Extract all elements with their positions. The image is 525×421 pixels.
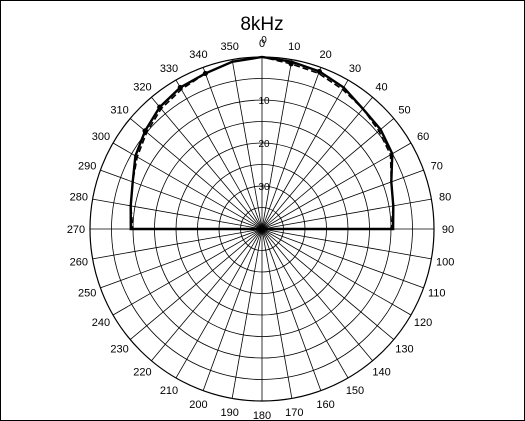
angle-tick-label: 80	[439, 192, 451, 204]
grid-spoke	[261, 67, 322, 230]
angle-tick-label: 120	[414, 317, 432, 329]
chart-title: 8kHz	[240, 14, 283, 35]
grid-spoke	[151, 96, 263, 230]
grid-spoke	[261, 228, 395, 340]
grid-spoke	[129, 228, 263, 340]
angle-tick-label: 250	[78, 288, 96, 300]
angle-tick-label: 180	[253, 410, 271, 421]
series-dashed-line	[129, 56, 395, 230]
data-point-marker	[177, 84, 183, 91]
angle-tick-label: 10	[288, 41, 300, 53]
grid-spoke	[261, 228, 424, 289]
angle-tick-label: 320	[133, 82, 151, 94]
grid-spoke	[261, 228, 412, 316]
series-layer	[129, 55, 395, 231]
angle-tick-label: 90	[442, 224, 454, 236]
angle-tick-label: 310	[110, 104, 128, 116]
angle-tick-label: 150	[346, 385, 364, 397]
grid-spoke	[261, 228, 432, 260]
grid-spoke	[261, 228, 293, 399]
angle-tick-label: 110	[428, 288, 446, 300]
angle-tick-label: 200	[189, 399, 207, 411]
grid-spoke	[261, 96, 373, 230]
grid-spoke	[261, 142, 412, 230]
angle-tick-label: 0	[259, 38, 265, 50]
grid-spoke	[261, 79, 349, 230]
angle-tick-label: 240	[92, 317, 110, 329]
grid-spoke	[261, 228, 322, 391]
angle-tick-label: 30	[349, 63, 361, 75]
angle-labels: 0 10 20 30 40 50 60 70 80 90 100 110 120 130 140 150 160…	[67, 38, 455, 421]
angle-tick-label: 300	[92, 131, 110, 143]
grid-spoke	[202, 67, 263, 230]
data-point-marker	[288, 61, 294, 67]
angle-tick-label: 20	[319, 49, 331, 61]
grid-spoke	[261, 118, 395, 230]
angle-tick-label: 60	[417, 131, 429, 143]
angle-tick-label: 280	[70, 192, 88, 204]
angle-tick-label: 50	[398, 104, 410, 116]
grid-spoke	[112, 228, 263, 316]
angle-tick-label: 350	[221, 41, 239, 53]
angle-tick-label: 220	[133, 366, 151, 378]
grid-spoke	[92, 228, 263, 260]
angle-tick-label: 340	[189, 49, 207, 61]
grid-spoke	[100, 169, 263, 230]
grid-spoke	[231, 59, 263, 230]
grid-spoke	[129, 118, 263, 230]
radial-tick-label: 20	[258, 139, 270, 150]
grid-spoke	[231, 228, 263, 399]
grid-spoke	[92, 198, 263, 230]
grid-spoke	[261, 198, 432, 230]
angle-tick-label: 70	[431, 160, 443, 172]
grid-spoke	[261, 59, 293, 230]
angle-tick-label: 290	[78, 160, 96, 172]
angle-tick-label: 260	[70, 256, 88, 268]
angle-tick-label: 330	[160, 63, 178, 75]
angle-tick-label: 190	[221, 407, 239, 419]
angle-tick-label: 270	[67, 224, 85, 236]
grid-spoke	[175, 228, 263, 379]
angle-tick-label: 160	[316, 399, 334, 411]
radial-tick-label: 30	[258, 182, 270, 193]
data-point-marker	[316, 68, 322, 75]
angle-tick-label: 100	[436, 256, 454, 268]
angle-tick-label: 130	[395, 344, 413, 356]
radial-tick-label: 0	[261, 35, 267, 46]
angle-tick-label: 40	[375, 82, 387, 94]
angle-tick-label: 230	[110, 344, 128, 356]
data-point-marker	[202, 70, 208, 77]
radial-labels: 0 10 20 30	[258, 35, 270, 193]
grid-spoke	[175, 79, 263, 230]
angle-tick-label: 170	[285, 407, 303, 419]
angle-tick-label: 210	[160, 385, 178, 397]
angle-tick-label: 140	[372, 366, 390, 378]
data-point-marker	[142, 128, 148, 134]
data-point-marker	[157, 104, 163, 110]
grid-spoke	[151, 228, 263, 362]
grid-spoke	[261, 169, 424, 230]
grid-spoke	[100, 228, 263, 289]
grid-spoke	[202, 228, 263, 391]
grid-spoke	[261, 228, 349, 379]
grid-spoke	[261, 228, 373, 362]
radial-tick-label: 10	[258, 96, 270, 107]
